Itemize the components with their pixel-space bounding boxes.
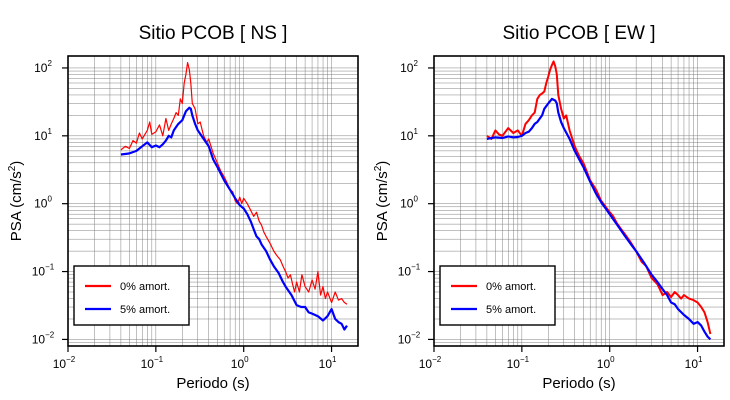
x-axis-label: Periodo (s)	[542, 375, 615, 392]
y-tick-exponent: 1	[413, 127, 418, 136]
y-tick-exponent: 1	[47, 127, 52, 136]
y-tick-exponent: 0	[413, 195, 418, 204]
y-tick-label: 100	[400, 195, 418, 211]
chart-panel-2: Sitio PCOB [ EW ]10−2 10−1 100 10110−210−11…	[373, 23, 725, 392]
y-tick-exponent: −1	[45, 263, 55, 272]
y-tick-label: 101	[34, 127, 52, 143]
legend-label: 5% amort.	[120, 304, 170, 316]
x-tick-label: 10−1	[507, 355, 530, 371]
y-tick-label: 10−1	[398, 263, 421, 279]
y-axis-label-exponent: 2	[373, 165, 384, 171]
x-tick-label: 10−1	[141, 355, 164, 371]
y-axis-label: PSA (cm/s2)	[373, 161, 391, 242]
y-tick-exponent: −1	[411, 263, 421, 272]
x-tick-label: 10−2	[53, 355, 76, 371]
x-tick-exponent: −2	[66, 355, 76, 364]
legend-label: 0% amort.	[486, 281, 536, 293]
y-tick-exponent: −2	[45, 330, 55, 339]
y-tick-exponent: −2	[411, 330, 421, 339]
legend-label: 0% amort.	[120, 281, 170, 293]
y-tick-exponent: 2	[413, 59, 418, 68]
x-tick-exponent: −1	[520, 355, 530, 364]
legend-label: 5% amort.	[486, 304, 536, 316]
x-tick-label: 101	[685, 355, 703, 371]
x-axis-label: Periodo (s)	[176, 375, 249, 392]
y-tick-label: 10−2	[32, 330, 55, 346]
y-tick-label: 101	[400, 127, 418, 143]
x-tick-exponent: −1	[154, 355, 164, 364]
y-tick-label: 10−2	[398, 330, 421, 346]
x-tick-exponent: 1	[698, 355, 703, 364]
y-tick-exponent: 2	[47, 59, 52, 68]
chart-panel-1: Sitio PCOB [ NS ]10−2 10−1 100 10110−210−11…	[7, 23, 359, 392]
x-tick-label: 100	[231, 355, 249, 371]
y-tick-label: 100	[34, 195, 52, 211]
legend: 0% amort. 5% amort.	[439, 265, 556, 326]
series-line-damping-0	[486, 60, 712, 335]
x-tick-exponent: 0	[610, 355, 615, 364]
y-axis-label: PSA (cm/s2)	[7, 161, 25, 242]
y-axis-label-close: )	[374, 161, 391, 166]
y-axis-label-main: PSA (cm/s	[8, 171, 25, 241]
chart-title: Sitio PCOB [ NS ]	[139, 23, 288, 44]
x-tick-exponent: 0	[244, 355, 249, 364]
x-tick-exponent: −2	[432, 355, 442, 364]
chart-title: Sitio PCOB [ EW ]	[502, 23, 655, 44]
y-axis-label-close: )	[8, 161, 25, 166]
plot-frame	[67, 55, 359, 347]
x-tick-exponent: 1	[332, 355, 337, 364]
y-tick-exponent: 0	[47, 195, 52, 204]
y-tick-label: 102	[34, 59, 52, 75]
y-axis-label-exponent: 2	[7, 165, 18, 171]
plot-frame	[433, 55, 725, 347]
x-tick-label: 10−2	[419, 355, 442, 371]
legend-box	[73, 265, 190, 326]
series-line-damping-5	[120, 106, 348, 331]
y-axis-label-main: PSA (cm/s	[374, 171, 391, 241]
series-line-damping-5	[486, 97, 712, 341]
y-tick-label: 102	[400, 59, 418, 75]
x-tick-label: 101	[319, 355, 337, 371]
x-tick-label: 100	[597, 355, 615, 371]
y-tick-label: 10−1	[32, 263, 55, 279]
legend-box	[439, 265, 556, 326]
legend: 0% amort. 5% amort.	[73, 265, 190, 326]
grid	[67, 56, 359, 347]
